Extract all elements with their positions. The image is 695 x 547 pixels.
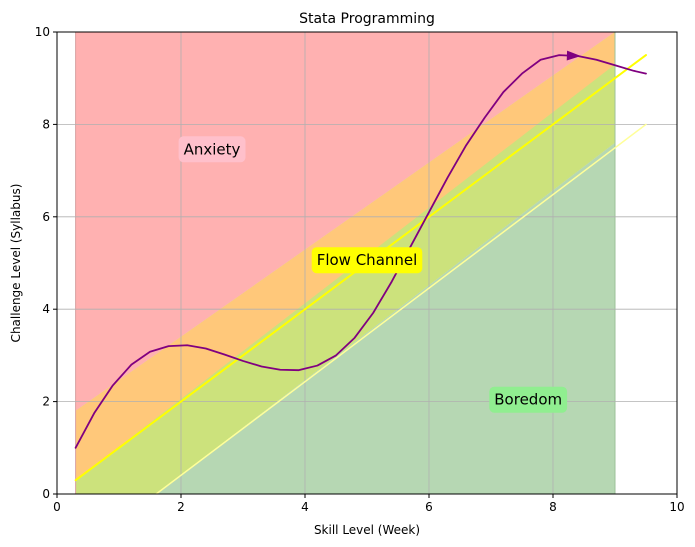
x-axis: 0 2 4 6 8 10 <box>53 494 685 514</box>
y-tick-label: 2 <box>42 395 50 409</box>
series-line-3 <box>74 54 647 449</box>
annotation-anxiety: Anxiety <box>178 136 246 163</box>
annotation-layer: Anxiety Flow Channel Boredom <box>178 136 568 413</box>
x-tick-label: 8 <box>549 500 557 514</box>
y-tick-label: 4 <box>42 302 50 316</box>
series-line-2 <box>155 123 647 494</box>
x-tick-label: 6 <box>425 500 433 514</box>
x-axis-title: Skill Level (Week) <box>314 523 420 537</box>
annotation-label: Flow Channel <box>317 251 418 269</box>
y-tick-label: 0 <box>42 487 50 501</box>
x-tick-label: 10 <box>669 500 684 514</box>
y-axis-title: Challenge Level (Syllabus) <box>9 184 23 343</box>
y-tick-label: 10 <box>35 25 50 39</box>
y-tick-label: 8 <box>42 117 50 131</box>
annotation-label: Boredom <box>494 391 562 409</box>
annotation-label: Anxiety <box>184 140 241 158</box>
y-axis: 0 2 4 6 8 10 <box>35 25 57 501</box>
annotation-flow-channel: Flow Channel <box>311 247 423 274</box>
y-tick-label: 6 <box>42 210 50 224</box>
annotation-box <box>178 136 246 163</box>
x-tick-label: 4 <box>301 500 309 514</box>
x-tick-label: 2 <box>177 500 185 514</box>
annotation-boredom: Boredom <box>489 386 568 413</box>
plot-frame <box>56 31 678 495</box>
annotation-box <box>489 386 568 413</box>
chart-title: Stata Programming <box>299 11 435 27</box>
curve-arrowhead <box>566 50 581 61</box>
x-tick-label: 0 <box>53 500 61 514</box>
annotation-box <box>311 247 423 274</box>
